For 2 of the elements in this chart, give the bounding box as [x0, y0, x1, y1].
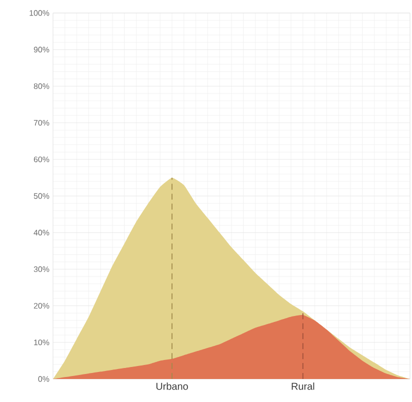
x-tick-label: Rural: [292, 382, 314, 390]
x-tick-label: Urbano: [156, 382, 188, 390]
